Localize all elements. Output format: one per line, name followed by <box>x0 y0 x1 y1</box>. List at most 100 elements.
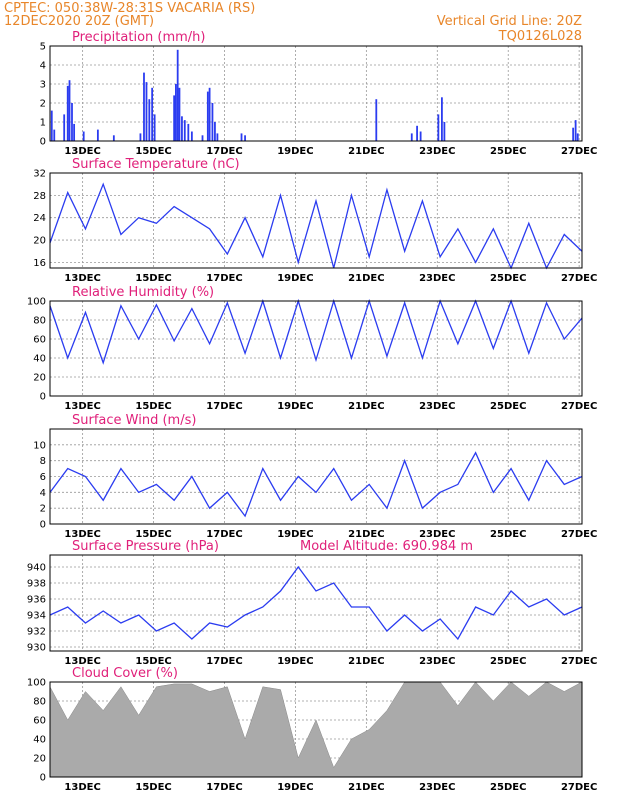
wind-frame <box>49 428 583 525</box>
cloud-cover-frame <box>49 681 583 778</box>
precip-bar <box>66 85 69 141</box>
precip-bar <box>240 133 243 141</box>
model-altitude-note: Model Altitude: 690.984 m <box>300 539 473 554</box>
temperature-xtick-label: 13DEC <box>64 273 100 284</box>
precip-xtick-label: 21DEC <box>348 146 384 157</box>
wind-ytick-label: 8 <box>40 456 46 467</box>
humidity-xtick-label: 27DEC <box>561 401 597 412</box>
pressure-ytick-label: 930 <box>27 643 46 654</box>
pressure-xtick-label: 27DEC <box>561 656 597 667</box>
cloud-cover-xtick-label: 17DEC <box>206 782 242 793</box>
temperature-xtick-label: 17DEC <box>206 273 242 284</box>
model-id: TQ0126L028 <box>498 29 582 44</box>
temperature-xtick-label: 19DEC <box>277 273 313 284</box>
temperature-frame <box>49 172 583 269</box>
cloud-cover-xtick-label: 27DEC <box>561 782 597 793</box>
cloud-cover-title: Cloud Cover (%) <box>72 666 178 681</box>
precip-bar <box>183 120 186 141</box>
cloud-cover-xtick-label: 15DEC <box>135 782 171 793</box>
humidity-line <box>49 298 583 365</box>
pressure-xtick-label: 21DEC <box>348 656 384 667</box>
precip-ytick-label: 1 <box>40 118 46 129</box>
location-header: CPTEC: 050:38W-28:31S VACARIA (RS) <box>4 1 255 16</box>
cloud-cover-xtick-label: 13DEC <box>64 782 100 793</box>
cloud-cover-ytick-label: 40 <box>33 735 46 746</box>
wind-ytick-label: 6 <box>40 472 46 483</box>
precip-title: Precipitation (mm/h) <box>72 30 205 45</box>
humidity-title: Relative Humidity (%) <box>72 285 214 300</box>
precip-bar <box>375 99 378 141</box>
precip-ytick-label: 0 <box>40 137 46 148</box>
precip-bar <box>145 82 148 141</box>
pressure-xtick-label: 19DEC <box>277 656 313 667</box>
precip-xtick-label: 17DEC <box>206 146 242 157</box>
temperature-xtick-label: 23DEC <box>419 273 455 284</box>
humidity-xtick-label: 17DEC <box>206 401 242 412</box>
precip-bar <box>82 131 85 141</box>
wind-xtick-label: 27DEC <box>561 529 597 540</box>
wind-xtick-label: 15DEC <box>135 529 171 540</box>
wind-ytick-label: 0 <box>40 520 46 531</box>
pressure-title: Surface Pressure (hPa) <box>72 539 219 554</box>
temperature-ytick-label: 16 <box>33 258 46 269</box>
humidity-ytick-label: 100 <box>27 297 46 308</box>
wind-xtick-label: 19DEC <box>277 529 313 540</box>
humidity-xtick-label: 13DEC <box>64 401 100 412</box>
precip-xtick-label: 13DEC <box>64 146 100 157</box>
precip-bar <box>178 87 181 141</box>
precip-bar <box>53 129 56 141</box>
wind-xtick-label: 25DEC <box>490 529 526 540</box>
precip-bar <box>112 135 115 141</box>
precip-bar <box>574 120 577 141</box>
humidity-xtick-label: 21DEC <box>348 401 384 412</box>
cloud-cover-ytick-label: 20 <box>33 754 46 765</box>
precip-bar <box>50 110 53 141</box>
humidity-ytick-label: 60 <box>33 335 46 346</box>
pressure-xtick-label: 25DEC <box>490 656 526 667</box>
pressure-frame <box>49 554 583 652</box>
precip-bar <box>443 122 446 141</box>
precip-bar <box>190 131 193 141</box>
pressure-ytick-label: 936 <box>27 595 46 606</box>
grid-line-note: Vertical Grid Line: 20Z <box>437 14 582 29</box>
cloud-cover-ytick-label: 100 <box>27 678 46 689</box>
precip-bar <box>151 87 154 141</box>
pressure-ytick-label: 932 <box>27 627 46 638</box>
precip-bar <box>143 72 145 141</box>
precip-xtick-label: 25DEC <box>490 146 526 157</box>
precip-bar <box>201 135 204 141</box>
precip-ytick-label: 5 <box>40 42 46 53</box>
run-time-header: 12DEC2020 20Z (GMT) <box>4 14 154 29</box>
wind-xtick-label: 21DEC <box>348 529 384 540</box>
cloud-cover-xtick-label: 21DEC <box>348 782 384 793</box>
pressure-xtick-label: 15DEC <box>135 656 171 667</box>
precip-bar <box>416 125 418 141</box>
pressure-ytick-label: 940 <box>27 563 46 574</box>
precip-bar <box>173 95 176 141</box>
precip-ytick-label: 2 <box>40 99 46 110</box>
precip-bar <box>181 116 183 141</box>
precip-bar <box>572 127 575 141</box>
humidity-ytick-label: 0 <box>40 392 46 403</box>
pressure-xtick-label: 23DEC <box>419 656 455 667</box>
precip-frame <box>49 45 583 142</box>
precip-bar <box>211 103 214 141</box>
pressure-xtick-label: 17DEC <box>206 656 242 667</box>
precip-bar <box>208 87 211 141</box>
precip-xtick-label: 23DEC <box>419 146 455 157</box>
temperature-ytick-label: 28 <box>33 191 46 202</box>
pressure-line <box>49 565 583 641</box>
humidity-xtick-label: 15DEC <box>135 401 171 412</box>
precip-bar <box>441 97 443 141</box>
precip-ytick-label: 4 <box>40 61 46 72</box>
temperature-title: Surface Temperature (nC) <box>72 157 240 172</box>
cloud-cover-ytick-label: 0 <box>40 773 46 784</box>
temperature-ytick-label: 24 <box>33 213 46 224</box>
precip-bar <box>63 114 66 141</box>
precip-xtick-label: 19DEC <box>277 146 313 157</box>
humidity-frame <box>49 300 583 397</box>
precip-ytick-label: 3 <box>40 80 46 91</box>
temperature-xtick-label: 27DEC <box>561 273 597 284</box>
precip-bar <box>68 80 71 141</box>
